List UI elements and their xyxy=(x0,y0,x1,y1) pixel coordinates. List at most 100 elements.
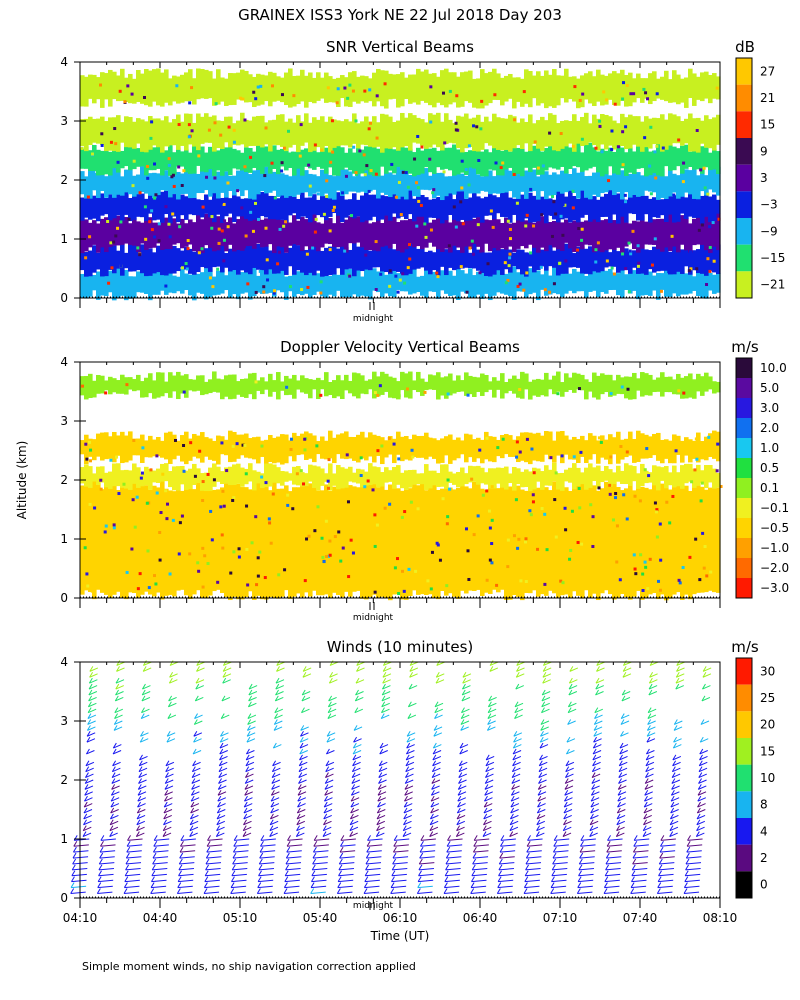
field-cell xyxy=(180,435,185,462)
field-cell xyxy=(292,215,297,245)
field-cell xyxy=(104,432,109,460)
field-cell xyxy=(668,472,673,486)
field-speckle xyxy=(524,224,528,228)
field-speckle xyxy=(657,579,661,583)
field-cell xyxy=(696,152,701,170)
field-cell xyxy=(660,483,665,595)
field-cell xyxy=(488,436,493,462)
wind-barb xyxy=(205,852,222,859)
wind-barb xyxy=(617,784,627,790)
field-cell xyxy=(168,78,173,106)
field-speckle xyxy=(608,492,612,496)
field-speckle xyxy=(149,468,153,472)
field-speckle xyxy=(240,186,244,190)
field-speckle xyxy=(231,444,235,448)
colorbar-swatch xyxy=(736,711,752,738)
field-cell xyxy=(712,468,717,489)
field-speckle xyxy=(441,91,445,95)
field-cell xyxy=(304,378,309,394)
field-cell xyxy=(272,464,277,483)
y-tick-label: 4 xyxy=(60,655,68,669)
field-cell xyxy=(380,223,385,247)
field-cell xyxy=(540,379,545,396)
field-speckle xyxy=(665,500,669,504)
field-cell xyxy=(696,175,701,200)
field-speckle xyxy=(594,248,598,252)
field-speckle xyxy=(548,131,552,135)
wind-barb xyxy=(697,801,706,808)
field-speckle xyxy=(180,184,184,188)
field-cell xyxy=(408,439,413,461)
field-cell xyxy=(88,116,93,145)
field-cell xyxy=(372,482,377,595)
field-cell xyxy=(592,372,597,398)
wind-barb xyxy=(631,876,647,883)
field-speckle xyxy=(149,136,153,140)
wind-barb xyxy=(377,790,387,796)
field-speckle xyxy=(558,261,562,265)
wind-barb xyxy=(432,760,441,767)
field-cell xyxy=(240,244,245,271)
wind-barb xyxy=(137,801,146,808)
wind-barb xyxy=(216,807,226,814)
wind-barb xyxy=(699,754,708,761)
wind-barb xyxy=(232,858,248,865)
field-speckle xyxy=(645,447,649,451)
field-cell xyxy=(524,220,529,249)
wind-barb xyxy=(324,784,334,790)
field-speckle xyxy=(448,487,452,491)
wind-barb xyxy=(301,695,311,702)
wind-barb xyxy=(643,807,653,814)
field-speckle xyxy=(398,278,402,282)
field-speckle xyxy=(237,547,241,551)
field-speckle xyxy=(403,281,407,285)
field-speckle xyxy=(351,551,355,555)
field-cell xyxy=(384,146,389,174)
field-speckle xyxy=(324,519,328,523)
field-speckle xyxy=(674,449,678,453)
field-speckle xyxy=(490,485,494,489)
field-cell xyxy=(376,193,381,221)
y-tick-label: 0 xyxy=(60,291,68,305)
wind-barb xyxy=(283,882,300,889)
field-speckle xyxy=(608,483,612,487)
field-cell xyxy=(168,372,173,398)
field-cell xyxy=(404,220,409,250)
wind-barb xyxy=(233,835,250,841)
field-speckle xyxy=(629,92,633,96)
field-cell xyxy=(500,483,505,590)
field-cell xyxy=(260,440,265,457)
field-speckle xyxy=(232,140,236,144)
field-speckle xyxy=(325,194,329,198)
wind-barb xyxy=(189,825,199,832)
field-cell xyxy=(600,249,605,272)
field-speckle xyxy=(488,558,492,562)
field-cell xyxy=(444,216,449,249)
field-cell xyxy=(504,190,509,218)
field-speckle xyxy=(467,144,471,148)
field-cell xyxy=(256,115,261,146)
field-cell xyxy=(396,431,401,455)
wind-barb xyxy=(276,666,285,672)
field-speckle xyxy=(85,572,89,576)
field-cell xyxy=(128,276,133,299)
field-cell xyxy=(224,78,229,107)
field-speckle xyxy=(700,481,704,485)
field-speckle xyxy=(336,87,340,91)
field-speckle xyxy=(641,223,645,227)
field-cell xyxy=(656,488,661,600)
colorbar-swatch xyxy=(736,191,752,218)
field-cell xyxy=(480,219,485,253)
field-speckle xyxy=(180,514,184,518)
field-cell xyxy=(192,144,197,174)
field-cell xyxy=(468,268,473,299)
wind-barb xyxy=(152,846,169,853)
wind-barb xyxy=(406,742,415,749)
field-speckle xyxy=(253,201,257,205)
field-speckle xyxy=(286,493,290,497)
field-speckle xyxy=(313,529,317,533)
wind-barb xyxy=(111,778,121,784)
wind-barb xyxy=(338,864,354,871)
field-cell xyxy=(124,252,129,269)
wind-barb xyxy=(245,772,254,779)
